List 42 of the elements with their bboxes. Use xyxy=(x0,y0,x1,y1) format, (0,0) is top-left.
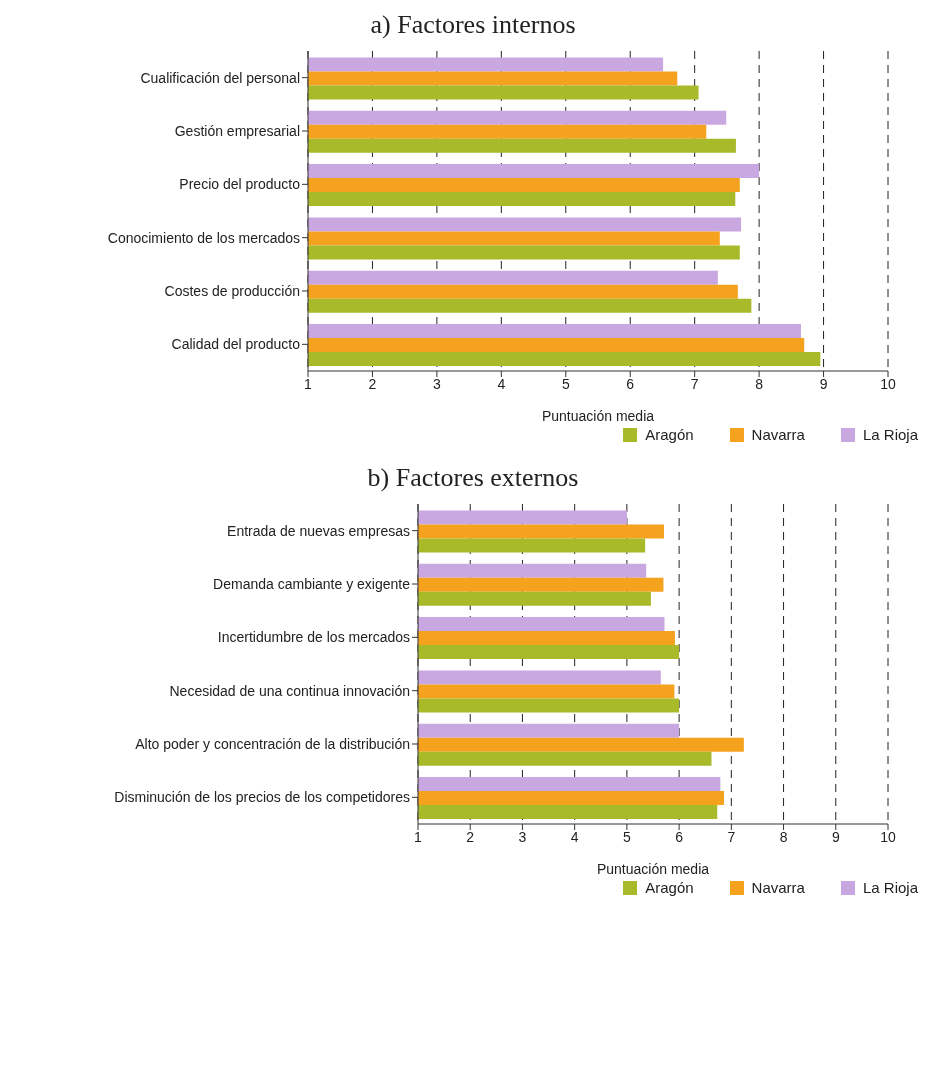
chart-title: a) Factores internos xyxy=(369,10,577,40)
legend-label: Navarra xyxy=(751,879,805,896)
x-tick-label: 1 xyxy=(304,375,313,392)
y-tick-label: Alto poder y concentración de la distribución xyxy=(135,735,410,752)
x-tick-label: 10 xyxy=(880,828,896,845)
y-tick-label: Incertidumbre de los mercados xyxy=(217,629,410,646)
y-tick-label: Disminución de los precios de los competidores xyxy=(114,789,410,806)
x-tick-label: 3 xyxy=(432,375,441,392)
y-tick-label: Costes de producción xyxy=(164,282,300,299)
legend-label: Aragón xyxy=(645,879,694,896)
x-tick-label: 9 xyxy=(831,828,840,845)
legend-label: La Rioja xyxy=(862,426,918,443)
y-tick-label: Demanda cambiante y exigente xyxy=(213,575,411,592)
x-tick-label: 10 xyxy=(880,375,896,392)
x-tick-label: 9 xyxy=(819,375,828,392)
x-tick-label: 5 xyxy=(622,828,631,845)
x-axis-title: Puntuación media xyxy=(596,861,710,877)
y-tick-label: Calidad del producto xyxy=(171,336,301,353)
x-tick-label: 2 xyxy=(368,375,377,392)
x-tick-label: 6 xyxy=(626,375,635,392)
x-tick-label: 3 xyxy=(518,828,527,845)
chart-title: b) Factores externos xyxy=(366,463,580,493)
legend-label: Aragón xyxy=(645,426,694,443)
y-tick-label: Cualificación del personal xyxy=(140,69,300,86)
x-tick-label: 5 xyxy=(561,375,570,392)
y-tick-label: Conocimiento de los mercados xyxy=(107,229,300,246)
x-tick-label: 8 xyxy=(779,828,788,845)
x-tick-label: 2 xyxy=(466,828,475,845)
x-tick-label: 4 xyxy=(497,375,506,392)
x-axis-title: Puntuación media xyxy=(541,408,655,424)
y-tick-label: Entrada de nuevas empresas xyxy=(227,522,410,539)
legend-label: La Rioja xyxy=(862,879,918,896)
x-tick-label: 4 xyxy=(570,828,579,845)
y-tick-label: Precio del producto xyxy=(179,176,301,193)
x-tick-label: 8 xyxy=(755,375,764,392)
y-tick-label: Gestión empresarial xyxy=(174,122,300,139)
legend-label: Navarra xyxy=(751,426,805,443)
x-tick-label: 7 xyxy=(727,828,736,845)
x-tick-label: 6 xyxy=(675,828,684,845)
x-tick-label: 1 xyxy=(414,828,423,845)
x-tick-label: 7 xyxy=(690,375,699,392)
y-tick-label: Necesidad de una continua innovación xyxy=(169,682,410,699)
